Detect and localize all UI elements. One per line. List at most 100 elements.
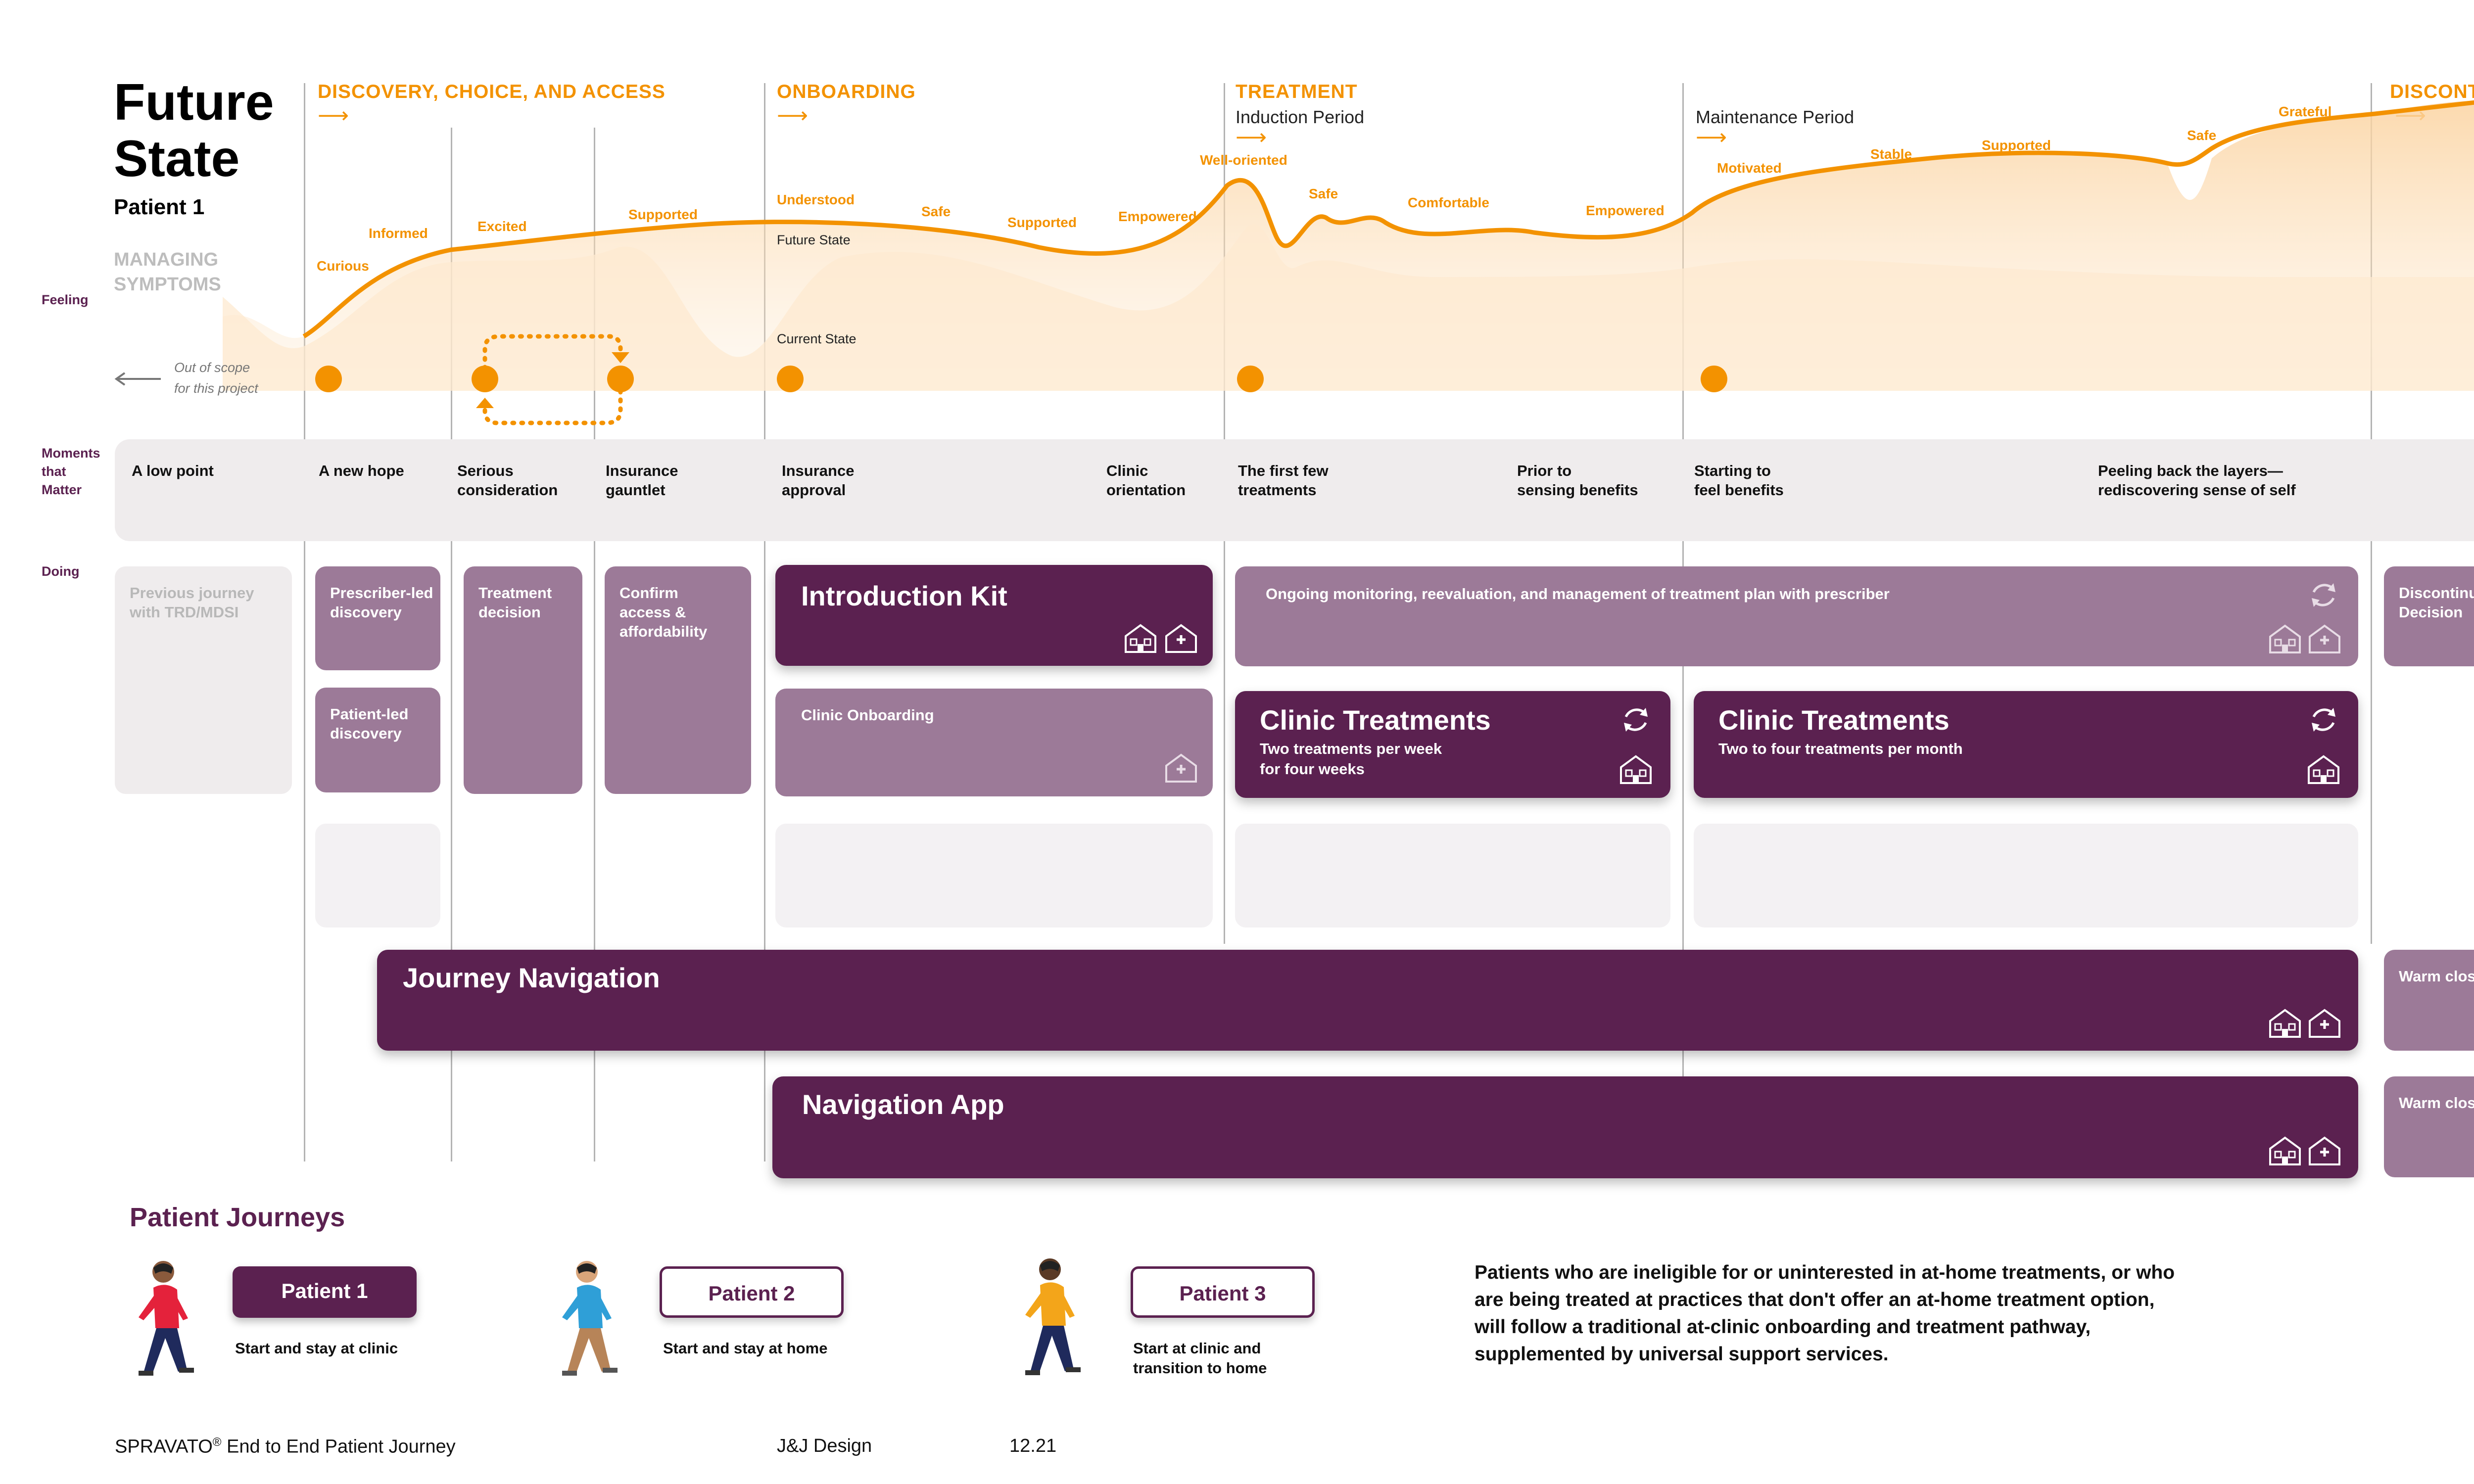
phase-onboarding: ONBOARDING	[777, 81, 916, 102]
title-line-1: Future	[114, 74, 274, 131]
emotion-label: Supported	[628, 207, 698, 222]
future-state-label: Future State	[777, 232, 851, 247]
emotion-label: Safe	[921, 204, 951, 219]
moment-item: Prior to sensing benefits	[1517, 462, 1638, 499]
title-line-2: State	[114, 130, 240, 187]
feeling-chart	[114, 100, 2474, 425]
row-label-doing: Doing	[42, 564, 80, 579]
navigation-app-bar[interactable]: Navigation App	[772, 1076, 2358, 1178]
phase-divider	[304, 83, 305, 1161]
emotion-label: Supported	[1007, 215, 1077, 230]
clinic-icon	[2308, 755, 2339, 784]
clinic-treatments-title: Clinic Treatments	[1260, 704, 1491, 736]
clinic-treatments-detail: Two to four treatments per month	[1718, 740, 1963, 757]
timeline-node	[315, 366, 342, 392]
patient-1-caption: Start and stay at clinic	[235, 1340, 398, 1357]
emotion-label: Informed	[369, 226, 428, 241]
timeline-node	[607, 366, 634, 392]
induction-period-label: Induction Period	[1236, 107, 1365, 127]
emotion-label: Empowered	[1118, 209, 1197, 224]
discontinuation-decision-card[interactable]: Discontinuation Decision	[2384, 566, 2474, 666]
moment-item: A new hope	[319, 462, 404, 479]
footer-org: J&J Design	[777, 1436, 872, 1456]
timeline-node	[472, 366, 498, 392]
phase-divider	[764, 83, 765, 1161]
arrow-right-icon: ⟶	[777, 103, 809, 128]
arrow-right-icon: ⟶	[1696, 125, 1727, 149]
maintenance-period-label: Maintenance Period	[1696, 107, 1855, 127]
emotion-label: Grateful	[2279, 104, 2332, 119]
journey-navigation-title: Journey Navigation	[403, 962, 660, 993]
patient-led-discovery-card[interactable]: Patient-led discovery	[315, 688, 440, 792]
clinic-treatments-maintenance-card[interactable]: Clinic Treatments Two to four treatments…	[1694, 691, 2358, 798]
introduction-kit-card[interactable]: Introduction Kit	[775, 565, 1213, 666]
warm-closure-card[interactable]: Warm closure	[2384, 950, 2474, 1051]
arrow-right-icon: ⟶	[318, 103, 349, 128]
journey-navigation-bar[interactable]: Journey Navigation	[377, 950, 2358, 1051]
current-state-label: Current State	[777, 331, 856, 346]
patient-3-figure	[1025, 1258, 1081, 1375]
treatment-decision-card[interactable]: Treatment decision	[464, 566, 582, 794]
phase-discontinuation: DISCONTINUATION	[2390, 81, 2474, 102]
ongoing-monitoring-card[interactable]: Ongoing monitoring, reevaluation, and ma…	[1235, 566, 2358, 666]
clinic-icon	[2269, 624, 2301, 653]
patient-3-caption: Start at clinic and transition to home	[1133, 1340, 1267, 1377]
emotion-label: Curious	[317, 258, 369, 274]
row-label-feeling: Feeling	[42, 292, 89, 307]
patient-3-button[interactable]: Patient 3	[1131, 1266, 1315, 1318]
timeline-node	[1701, 366, 1727, 392]
sub-divider	[594, 128, 595, 1161]
patient-journeys-note: Patients who are ineligible for or unint…	[1475, 1262, 2175, 1365]
warm-closure-card[interactable]: Warm closure	[2384, 1076, 2474, 1177]
footer-product: SPRAVATO® End to End Patient Journey	[115, 1436, 456, 1457]
footer-date: 12.21	[1009, 1436, 1057, 1456]
empty-slot	[1694, 824, 2358, 928]
out-of-scope-note: Out of scope for this project	[174, 360, 258, 396]
clinic-onboarding-card[interactable]: Clinic Onboarding	[775, 689, 1213, 796]
refresh-icon	[2312, 708, 2335, 732]
current-state-area	[223, 224, 2474, 391]
emotion-label: Excited	[477, 219, 527, 234]
managing-symptoms-label: MANAGING SYMPTOMS	[114, 249, 221, 295]
moment-item: Peeling back the layers— rediscovering se…	[2098, 462, 2296, 499]
emotion-label: Safe	[2187, 128, 2217, 143]
emotion-label: Comfortable	[1408, 195, 1489, 210]
clinic-treatments-detail: Two treatments per week for four weeks	[1260, 740, 1442, 778]
phase-treatment: TREATMENT	[1236, 81, 1358, 102]
timeline-node	[1237, 366, 1264, 392]
patient-2-caption: Start and stay at home	[663, 1340, 828, 1357]
home-icon	[2309, 1136, 2340, 1165]
emotion-label: Well-oriented	[1200, 152, 1287, 168]
refresh-icon	[1624, 708, 1648, 732]
arrow-right-icon: ⟶	[1236, 125, 1267, 149]
clinic-treatments-induction-card[interactable]: Clinic Treatments Two treatments per wee…	[1235, 691, 1670, 798]
emotion-label: Safe	[1309, 186, 1338, 201]
confirm-access-card[interactable]: Confirm access & affordability	[605, 566, 751, 794]
navigation-app-title: Navigation App	[802, 1089, 1004, 1120]
clinic-icon	[2269, 1009, 2301, 1038]
empty-slot	[315, 824, 440, 928]
moments-band	[115, 439, 2474, 541]
moment-item: Insurance approval	[782, 462, 855, 499]
refresh-icon	[2312, 583, 2335, 607]
patient-2-button[interactable]: Patient 2	[660, 1266, 844, 1318]
sub-divider	[451, 128, 452, 1161]
future-state-line	[302, 100, 2474, 338]
empty-slot	[775, 824, 1213, 928]
patient-subtitle: Patient 1	[114, 195, 205, 219]
phase-discovery: DISCOVERY, CHOICE, AND ACCESS	[318, 81, 666, 102]
moment-item: Serious consideration	[457, 462, 558, 499]
patient-1-button[interactable]: Patient 1	[233, 1266, 417, 1318]
clinic-icon	[2269, 1136, 2301, 1165]
ongoing-monitoring-label: Ongoing monitoring, reevaluation, and ma…	[1266, 585, 1890, 603]
home-icon	[2309, 624, 2340, 653]
emotion-label: Empowered	[1586, 203, 1665, 218]
introduction-kit-title: Introduction Kit	[801, 580, 1007, 611]
moment-item: Starting to feel benefits	[1694, 462, 1784, 499]
clinic-icon	[1125, 624, 1156, 653]
moment-item: The first few treatments	[1238, 462, 1329, 499]
prescriber-led-discovery-card[interactable]: Prescriber-led discovery	[315, 566, 440, 670]
timeline-node	[777, 366, 804, 392]
moment-item: Insurance gauntlet	[606, 462, 678, 499]
moment-item: Clinic orientation	[1106, 462, 1186, 499]
